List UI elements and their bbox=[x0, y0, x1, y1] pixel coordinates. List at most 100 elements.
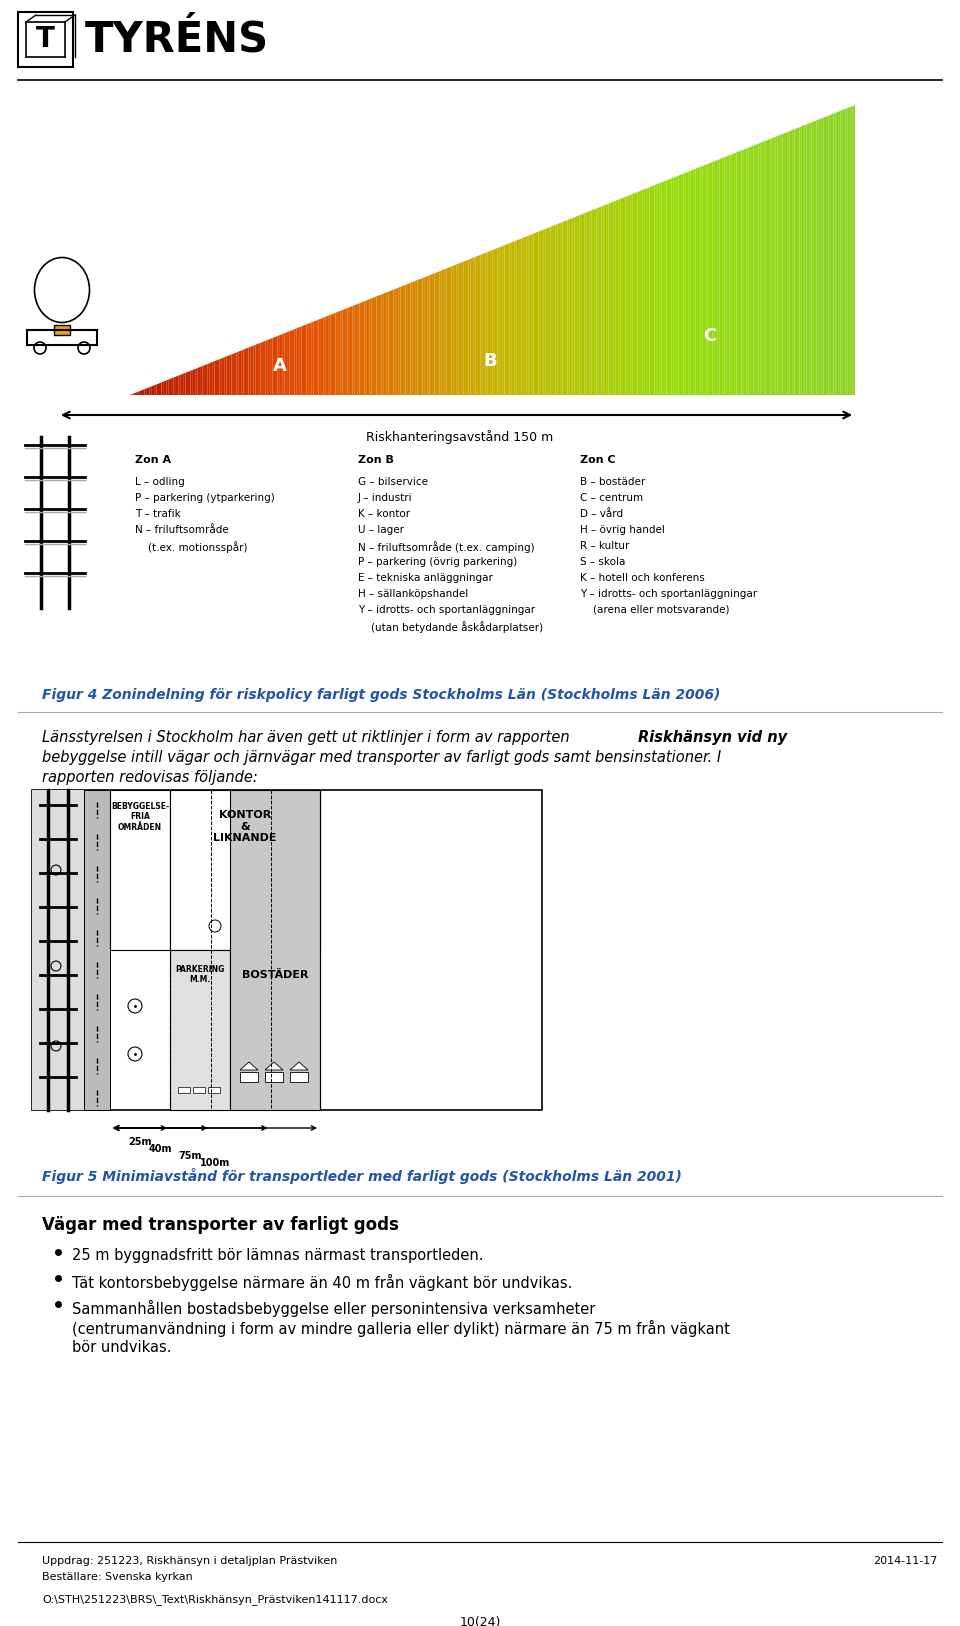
Polygon shape bbox=[830, 114, 833, 395]
Polygon shape bbox=[190, 369, 193, 395]
Text: BOSTÄDER: BOSTÄDER bbox=[242, 971, 308, 980]
Polygon shape bbox=[435, 272, 437, 395]
Polygon shape bbox=[811, 122, 814, 395]
Polygon shape bbox=[507, 244, 510, 395]
Polygon shape bbox=[134, 392, 137, 395]
Polygon shape bbox=[241, 350, 244, 395]
Polygon shape bbox=[159, 382, 161, 395]
Bar bbox=[170, 790, 320, 950]
Polygon shape bbox=[821, 117, 824, 395]
Polygon shape bbox=[575, 216, 577, 395]
Polygon shape bbox=[253, 345, 255, 395]
Polygon shape bbox=[396, 288, 398, 395]
Polygon shape bbox=[543, 229, 545, 395]
Polygon shape bbox=[348, 307, 349, 395]
Polygon shape bbox=[290, 330, 292, 395]
Text: K – hotell och konferens: K – hotell och konferens bbox=[580, 572, 705, 584]
Bar bbox=[178, 1088, 190, 1093]
Text: T: T bbox=[36, 26, 55, 54]
Polygon shape bbox=[185, 372, 188, 395]
Text: TYRÉNS: TYRÉNS bbox=[85, 18, 269, 60]
Polygon shape bbox=[217, 359, 220, 395]
Polygon shape bbox=[139, 390, 142, 395]
Polygon shape bbox=[340, 311, 343, 395]
Polygon shape bbox=[249, 346, 251, 395]
Polygon shape bbox=[478, 255, 480, 395]
Polygon shape bbox=[483, 254, 485, 395]
Polygon shape bbox=[749, 146, 751, 395]
Text: A: A bbox=[273, 358, 287, 376]
Polygon shape bbox=[325, 315, 328, 395]
Polygon shape bbox=[166, 379, 169, 395]
Polygon shape bbox=[577, 215, 580, 395]
Text: E – tekniska anläggningar: E – tekniska anläggningar bbox=[358, 572, 492, 584]
Polygon shape bbox=[236, 351, 239, 395]
Polygon shape bbox=[565, 220, 567, 395]
Polygon shape bbox=[744, 148, 746, 395]
Polygon shape bbox=[179, 374, 180, 395]
Polygon shape bbox=[751, 146, 754, 395]
Polygon shape bbox=[628, 195, 631, 395]
Polygon shape bbox=[647, 187, 650, 395]
Polygon shape bbox=[418, 280, 420, 395]
Polygon shape bbox=[244, 348, 246, 395]
Polygon shape bbox=[273, 337, 275, 395]
Polygon shape bbox=[309, 322, 311, 395]
Polygon shape bbox=[609, 203, 611, 395]
Bar bbox=[240, 1072, 258, 1081]
Polygon shape bbox=[534, 233, 536, 395]
Polygon shape bbox=[725, 156, 727, 395]
Polygon shape bbox=[615, 200, 618, 395]
Polygon shape bbox=[161, 382, 164, 395]
Text: 2014-11-17: 2014-11-17 bbox=[874, 1556, 938, 1566]
Polygon shape bbox=[203, 364, 204, 395]
Polygon shape bbox=[413, 281, 415, 395]
Polygon shape bbox=[475, 255, 478, 395]
Polygon shape bbox=[391, 289, 394, 395]
Polygon shape bbox=[606, 203, 609, 395]
Polygon shape bbox=[679, 174, 681, 395]
Polygon shape bbox=[492, 249, 495, 395]
Polygon shape bbox=[505, 244, 507, 395]
Polygon shape bbox=[693, 169, 695, 395]
Polygon shape bbox=[171, 377, 174, 395]
Polygon shape bbox=[297, 327, 300, 395]
Polygon shape bbox=[553, 224, 555, 395]
Text: P – parkering (ytparkering): P – parkering (ytparkering) bbox=[135, 493, 275, 502]
Polygon shape bbox=[741, 150, 744, 395]
Text: Y – idrotts- och sportanläggningar: Y – idrotts- och sportanläggningar bbox=[358, 605, 535, 615]
Polygon shape bbox=[169, 379, 171, 395]
Polygon shape bbox=[650, 187, 652, 395]
Polygon shape bbox=[703, 164, 706, 395]
Polygon shape bbox=[712, 161, 715, 395]
Polygon shape bbox=[790, 130, 792, 395]
Polygon shape bbox=[365, 301, 367, 395]
Polygon shape bbox=[674, 177, 676, 395]
Polygon shape bbox=[459, 262, 461, 395]
Text: Zon A: Zon A bbox=[135, 455, 171, 465]
Polygon shape bbox=[681, 174, 684, 395]
Polygon shape bbox=[780, 133, 782, 395]
Polygon shape bbox=[567, 220, 570, 395]
Polygon shape bbox=[633, 193, 636, 395]
Polygon shape bbox=[596, 208, 599, 395]
Polygon shape bbox=[362, 301, 365, 395]
Polygon shape bbox=[176, 376, 179, 395]
Polygon shape bbox=[285, 332, 287, 395]
Polygon shape bbox=[430, 275, 432, 395]
Polygon shape bbox=[142, 389, 145, 395]
Polygon shape bbox=[717, 159, 720, 395]
Polygon shape bbox=[295, 328, 297, 395]
Polygon shape bbox=[771, 138, 773, 395]
Polygon shape bbox=[758, 143, 760, 395]
Text: N – friluftsområde (t.ex. camping): N – friluftsområde (t.ex. camping) bbox=[358, 541, 535, 553]
Polygon shape bbox=[195, 367, 198, 395]
Polygon shape bbox=[251, 346, 253, 395]
Polygon shape bbox=[420, 278, 422, 395]
Polygon shape bbox=[335, 312, 338, 395]
Polygon shape bbox=[642, 189, 645, 395]
Polygon shape bbox=[739, 151, 741, 395]
Polygon shape bbox=[701, 166, 703, 395]
Polygon shape bbox=[268, 338, 270, 395]
Polygon shape bbox=[212, 361, 215, 395]
